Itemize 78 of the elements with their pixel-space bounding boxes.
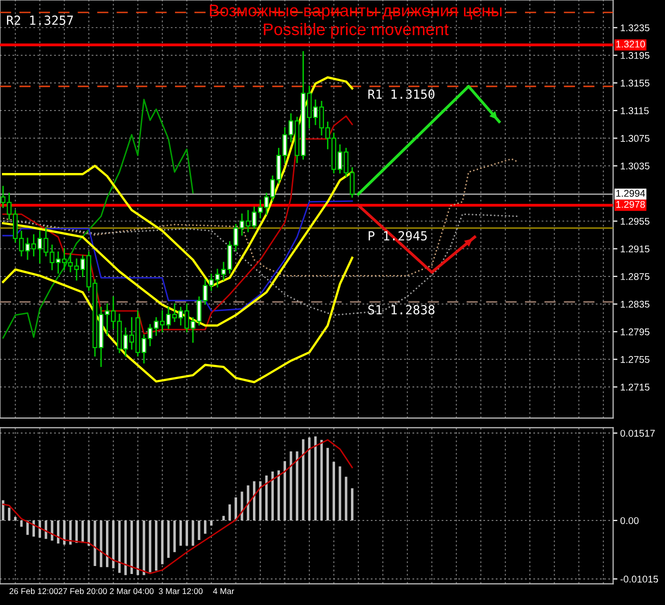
bar	[100, 520, 102, 568]
bar	[240, 492, 244, 520]
y-tick-label: 1.2875	[620, 273, 650, 280]
bar	[154, 520, 158, 571]
bar	[344, 476, 348, 520]
y-tick-label: 1.3235	[620, 24, 650, 32]
bar	[350, 488, 354, 520]
y-tick-label: 1.3115	[620, 107, 649, 114]
bar	[81, 520, 84, 543]
x-tick-label: 26 Feb 12:00	[10, 588, 58, 594]
bar	[277, 470, 280, 520]
bar	[222, 516, 225, 520]
bar	[56, 520, 60, 544]
line-series	[2, 256, 354, 384]
y-tick-label: 1.2955	[620, 218, 650, 225]
y-tick-label: 1.3155	[620, 80, 650, 87]
bar	[265, 476, 268, 520]
x-tick-label: 27 Feb 20:00	[58, 588, 107, 594]
bar	[148, 520, 152, 572]
y-tick-label: 1.3075	[620, 134, 650, 142]
line-series	[2, 115, 353, 334]
bar	[167, 520, 170, 558]
line-series	[2, 158, 518, 276]
y-tick-label: 1.2915	[620, 245, 650, 252]
bar	[75, 520, 78, 543]
bar	[94, 520, 96, 566]
bar	[338, 466, 342, 520]
bar	[228, 504, 231, 520]
ref-line-label: R2 1.3257	[7, 15, 73, 25]
y-tick-label: 1.2835	[620, 300, 650, 308]
bar	[314, 436, 317, 520]
bar	[44, 520, 48, 539]
line-series	[2, 98, 194, 339]
bar	[198, 520, 200, 540]
y-tick-label: 0.01517	[620, 430, 655, 437]
line-series	[2, 76, 354, 288]
bar	[106, 520, 108, 568]
bar	[173, 520, 176, 552]
line-series	[2, 214, 518, 316]
line-series	[2, 200, 353, 312]
ref-line-label: R1 1.3150	[368, 89, 434, 99]
bar	[32, 520, 35, 537]
bar	[246, 485, 250, 520]
line-series	[2, 439, 353, 574]
bar	[326, 448, 329, 520]
y-tick-label: 1.3035	[620, 162, 650, 170]
bar	[320, 440, 323, 520]
y-tick-label: 1.2755	[620, 356, 650, 363]
bar	[192, 520, 194, 546]
bar	[296, 451, 298, 520]
bar	[142, 520, 146, 576]
y-tick-label: 1.2715	[620, 384, 650, 391]
ref-line-label: 1.3210	[616, 40, 645, 48]
bar	[20, 520, 23, 527]
bar	[118, 520, 121, 573]
bar	[204, 520, 206, 534]
line-series	[2, 170, 354, 327]
y-tick-label: 1.2795	[620, 328, 650, 336]
text: Possible price movement	[264, 22, 449, 39]
bar	[124, 520, 127, 576]
bar	[69, 520, 72, 545]
bar	[8, 508, 10, 520]
ref-line-label: S1 1.2838	[368, 305, 434, 314]
bar	[271, 472, 274, 520]
bar	[302, 439, 304, 520]
bar	[179, 520, 182, 546]
bar	[290, 451, 292, 520]
bar	[130, 520, 133, 574]
x-tick-label: 4 Mar	[213, 588, 234, 594]
ref-line-label: 1.2978	[616, 200, 645, 208]
x-tick-label: 3 Mar 12:00	[158, 588, 203, 594]
bar	[50, 520, 54, 541]
y-tick-label: -0.01015	[620, 576, 658, 583]
bar	[252, 481, 256, 520]
ref-line-label: 1.2994	[616, 190, 646, 197]
y-tick-label: 1.3195	[620, 52, 650, 59]
y-tick-label: 0.00	[620, 517, 639, 524]
x-tick-label: 2 Mar 04:00	[110, 588, 154, 594]
